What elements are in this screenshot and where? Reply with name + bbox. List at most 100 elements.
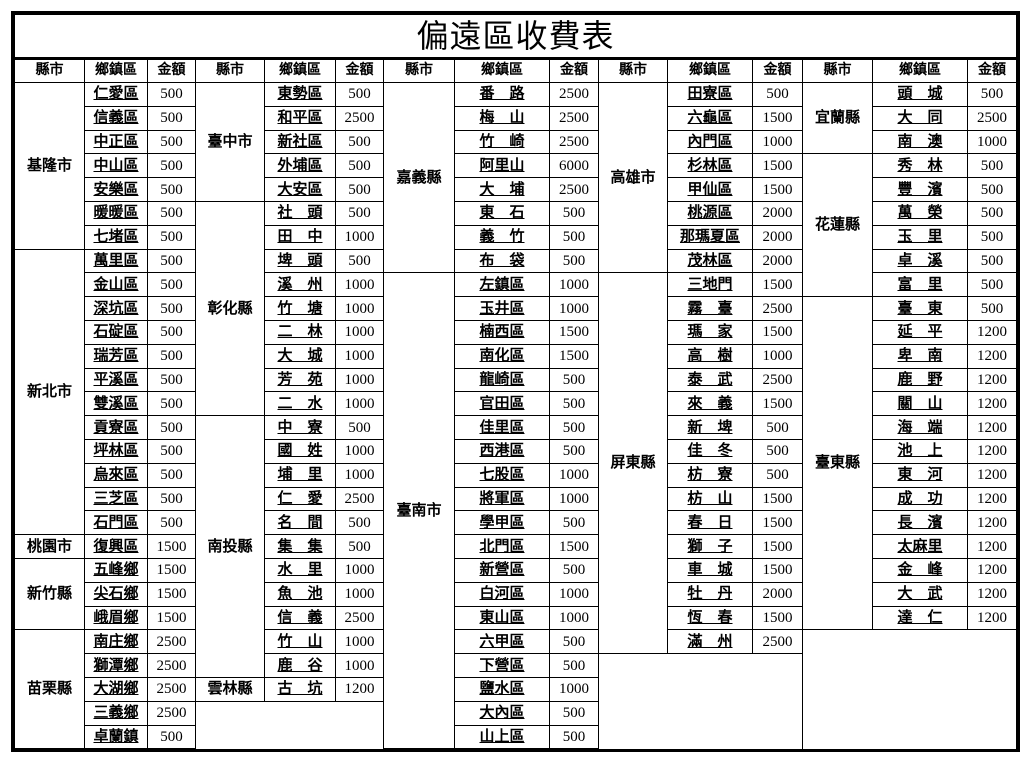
fee-cell: 500	[549, 391, 599, 417]
town-cell: 車 城	[667, 557, 753, 583]
town-cell: 雙溪區	[84, 391, 148, 417]
town-cell: 滿 州	[667, 629, 753, 655]
fee-cell: 2000	[752, 248, 803, 274]
fee-cell: 1000	[335, 224, 384, 250]
town-cell: 春 日	[667, 510, 753, 536]
town-cell: 平溪區	[84, 367, 148, 393]
town-cell: 豐 濱	[872, 177, 968, 202]
town-cell: 萬 榮	[872, 200, 968, 226]
town-cell: 中山區	[84, 153, 148, 179]
town-cell: 番 路	[454, 82, 550, 107]
fee-cell: 1200	[967, 319, 1017, 345]
header-fee: 金額	[549, 58, 599, 83]
town-cell: 泰 武	[667, 367, 753, 393]
fee-cell: 2500	[549, 177, 599, 202]
fee-cell: 1500	[549, 319, 599, 345]
county-cell: 宜蘭縣	[802, 81, 873, 155]
fee-cell: 1000	[335, 272, 384, 298]
header-town: 鄉鎮區	[84, 58, 148, 83]
town-cell: 二 水	[264, 391, 336, 417]
town-cell: 東 河	[872, 462, 968, 488]
county-cell: 臺南市	[383, 272, 455, 750]
fee-cell: 1500	[549, 343, 599, 369]
fee-cell: 1500	[752, 272, 803, 298]
fee-cell: 1000	[967, 129, 1017, 155]
fee-cell: 500	[967, 153, 1017, 179]
table-row: 峨眉鄉 1500 信 義 2500 東山區 1000 恆 春 1500 達 仁 1200	[15, 605, 1017, 631]
fee-cell: 500	[967, 296, 1017, 321]
town-cell: 六甲區	[454, 629, 550, 655]
fee-cell: 2500	[752, 296, 803, 321]
table-row: 石門區 500 名 間 500 學甲區 500 春 日 1500 長 濱 1200	[15, 510, 1017, 536]
town-cell: 白河區	[454, 581, 550, 607]
fee-cell: 500	[752, 438, 803, 464]
fee-cell: 500	[967, 82, 1017, 107]
header-county: 縣市	[802, 58, 873, 83]
fee-cell: 500	[147, 200, 196, 226]
fee-cell: 2500	[335, 605, 384, 631]
fee-cell: 500	[549, 510, 599, 536]
fee-table-sheet: 偏遠區收費表 縣市 鄉鎮區 金額 縣市 鄉鎮區 金額 縣市 鄉鎮區 金額 縣市 鄉鎮區 金額 縣市 鄉鎮區…	[11, 11, 1020, 753]
town-cell: 龍崎區	[454, 367, 550, 393]
blank-cell	[598, 653, 803, 749]
fee-cell: 500	[147, 724, 196, 750]
header-county: 縣市	[14, 58, 85, 83]
fee-cell: 500	[335, 153, 384, 179]
town-cell: 深坑區	[84, 296, 148, 321]
town-cell: 卓蘭鎮	[84, 724, 148, 750]
fee-cell: 500	[335, 534, 384, 559]
fee-cell: 500	[147, 415, 196, 440]
table-row: 暖暖區 500 彰化縣社 頭 500 東 石 500 桃源區 2000 萬 榮 500	[15, 200, 1017, 417]
fee-cell: 1000	[335, 343, 384, 369]
fee-cell: 500	[549, 700, 599, 726]
fee-cell: 500	[967, 272, 1017, 298]
town-cell: 甲仙區	[667, 177, 753, 202]
town-cell: 溪 州	[264, 272, 336, 298]
town-cell: 大安區	[264, 177, 336, 202]
fee-cell: 500	[752, 415, 803, 440]
town-cell: 來 義	[667, 391, 753, 417]
town-cell: 茂林區	[667, 248, 753, 274]
fee-cell: 1500	[752, 153, 803, 179]
table-row: 中山區 500 外埔區 500 阿里山 6000 杉林區 1500 花蓮縣秀 林 500	[15, 153, 1017, 298]
fee-cell: 1000	[549, 605, 599, 631]
header-town: 鄉鎮區	[667, 58, 753, 83]
town-cell: 學甲區	[454, 510, 550, 536]
fee-cell: 500	[147, 177, 196, 202]
town-cell: 池 上	[872, 438, 968, 464]
fee-cell: 1500	[752, 557, 803, 583]
town-cell: 芳 苑	[264, 367, 336, 393]
table-row: 尖石鄉 1500 魚 池 1000 白河區 1000 牡 丹 2000 大 武 1200	[15, 581, 1017, 607]
fee-cell: 500	[752, 82, 803, 107]
town-cell: 南化區	[454, 343, 550, 369]
town-cell: 竹 崎	[454, 129, 550, 155]
fee-cell: 500	[147, 153, 196, 179]
county-cell: 基隆市	[14, 82, 85, 250]
town-cell: 義 竹	[454, 224, 550, 250]
town-cell: 下營區	[454, 653, 550, 678]
town-cell: 獅 子	[667, 534, 753, 559]
town-cell: 竹 塘	[264, 296, 336, 321]
fee-cell: 1000	[335, 319, 384, 345]
county-cell: 屏東縣	[598, 272, 668, 655]
header-county: 縣市	[195, 58, 265, 83]
town-cell: 阿里山	[454, 153, 550, 179]
fee-cell: 1200	[967, 534, 1017, 559]
fee-cell: 2500	[752, 367, 803, 393]
county-cell: 新北市	[14, 248, 85, 536]
fee-cell: 1000	[335, 391, 384, 417]
table-row: 大湖鄉 2500 雲林縣古 坑 1200 鹽水區 1000	[15, 676, 1017, 702]
town-cell: 霧 臺	[667, 296, 753, 321]
town-cell: 太麻里	[872, 534, 968, 559]
fee-cell: 500	[549, 557, 599, 583]
fee-cell: 500	[549, 367, 599, 393]
town-cell: 坪林區	[84, 438, 148, 464]
town-cell: 富 里	[872, 272, 968, 298]
fee-cell: 500	[147, 248, 196, 274]
fee-cell: 500	[549, 248, 599, 274]
town-cell: 復興區	[84, 534, 148, 559]
fee-cell: 2500	[147, 676, 196, 702]
fee-cell: 1500	[752, 534, 803, 559]
fee-cell: 1200	[967, 605, 1017, 631]
fee-cell: 2500	[967, 105, 1017, 131]
